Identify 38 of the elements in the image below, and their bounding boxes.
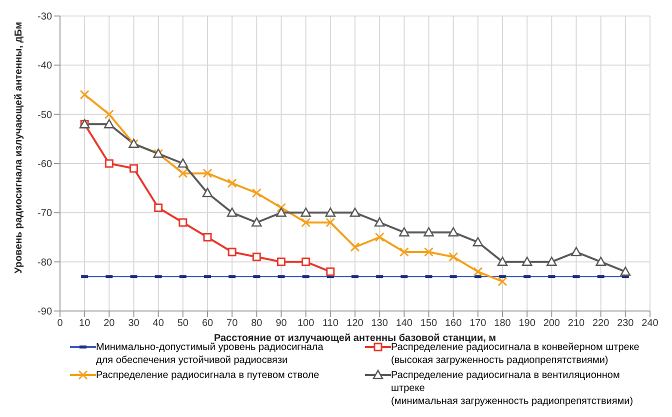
x-tick-label: 130 <box>371 318 388 330</box>
x-tick-label: 80 <box>251 318 263 330</box>
x-tick-label: 230 <box>617 318 634 330</box>
x-tick-label: 180 <box>494 318 512 330</box>
y-tick-label: -80 <box>38 257 52 268</box>
legend-label: Распределение радиосигнала в вентиляционном штреке (минимальная загруженность радиопрепятствиями) <box>391 369 634 408</box>
y-tick-label: -70 <box>38 208 52 220</box>
x-tick-label: 0 <box>57 318 64 330</box>
x-tick-label: 120 <box>346 318 364 330</box>
x-tick-label: 90 <box>276 318 288 330</box>
x-tick-label: 20 <box>104 318 116 330</box>
y-tick-label: -30 <box>38 12 52 23</box>
x-tick-label: 190 <box>518 318 536 330</box>
x-tick-label: 150 <box>420 318 438 330</box>
x-tick-label: 160 <box>444 318 462 330</box>
legend-label: Распределение радиосигнала в путевом стволе <box>96 369 320 382</box>
x-tick-label: 200 <box>543 318 560 330</box>
x-tick-label: 70 <box>226 318 238 330</box>
x-tick-label: 210 <box>568 318 586 330</box>
y-axis-title: Уровень радиосигнала излучающей антенны, дБм <box>14 22 25 274</box>
x-tick-label: 50 <box>177 318 189 330</box>
x-tick-label: 140 <box>396 318 413 330</box>
y-tick-label: -60 <box>38 159 52 170</box>
x-tick-label: 60 <box>202 318 214 330</box>
y-tick-label: -40 <box>38 60 52 72</box>
x-tick-label: 220 <box>592 318 610 330</box>
x-axis-title: Расстояние от излучающей антенны базовой станции, м <box>214 333 496 344</box>
x-tick-label: 170 <box>470 318 487 330</box>
y-tick-label: -50 <box>38 110 52 121</box>
legend-label: Распределение радиосигнала в конвейерном штреке (высокая загруженность радиопрепятствиями) <box>391 342 640 367</box>
x-tick-label: 240 <box>642 318 659 330</box>
x-tick-label: 30 <box>128 318 140 330</box>
legend-label: Минимально-допустимый уровень радиосигнала для обеспечения устойчивой радиосвязи <box>96 342 324 367</box>
x-tick-label: 10 <box>79 318 91 330</box>
x-tick-label: 100 <box>297 318 315 330</box>
y-tick-label: -90 <box>38 306 52 318</box>
x-tick-label: 110 <box>322 318 339 330</box>
x-tick-label: 40 <box>152 318 164 330</box>
